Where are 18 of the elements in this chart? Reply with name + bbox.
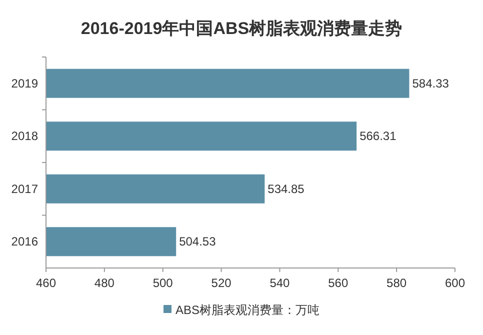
x-tick-label: 460 xyxy=(36,276,56,290)
x-tick-label: 480 xyxy=(94,276,115,290)
x-tick-label: 580 xyxy=(386,276,407,290)
x-tick-label: 520 xyxy=(211,276,232,290)
x-tick-label: 600 xyxy=(444,276,466,290)
y-tick-label: 2019 xyxy=(11,76,38,90)
data-label: 504.53 xyxy=(179,234,216,249)
x-tick-label: 500 xyxy=(152,276,174,290)
y-tick-label: 2018 xyxy=(11,129,38,144)
x-tick-label: 560 xyxy=(328,276,348,290)
data-label: 566.31 xyxy=(360,129,397,144)
data-label: 534.85 xyxy=(268,182,305,196)
chart-title: 2016-2019年中国ABS树脂表观消费量走势 xyxy=(80,19,402,38)
x-tick-label: 540 xyxy=(270,276,290,290)
y-tick-label: 2016 xyxy=(11,234,38,249)
y-tick-label: 2017 xyxy=(11,182,38,196)
legend-label: ABS树脂表观消费量：万吨 xyxy=(175,303,320,317)
data-label: 584.33 xyxy=(412,76,450,90)
